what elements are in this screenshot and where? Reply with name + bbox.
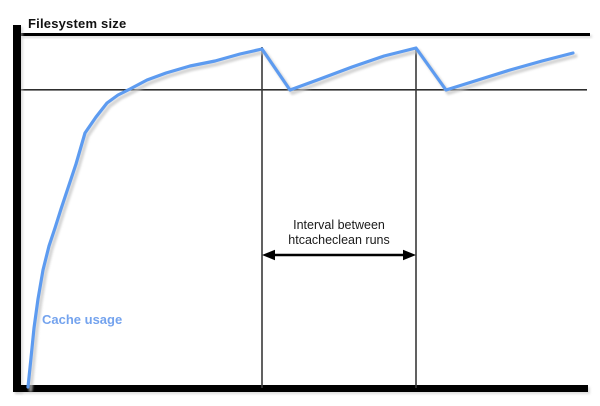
cache-usage-label: Cache usage <box>42 312 123 327</box>
interval-annotation: Interval between htcacheclean runs <box>288 218 389 248</box>
filesystem-size-label: Filesystem size <box>28 16 127 31</box>
interval-annotation-line1: Interval between <box>293 218 385 232</box>
interval-annotation-line2: htcacheclean runs <box>288 233 390 247</box>
